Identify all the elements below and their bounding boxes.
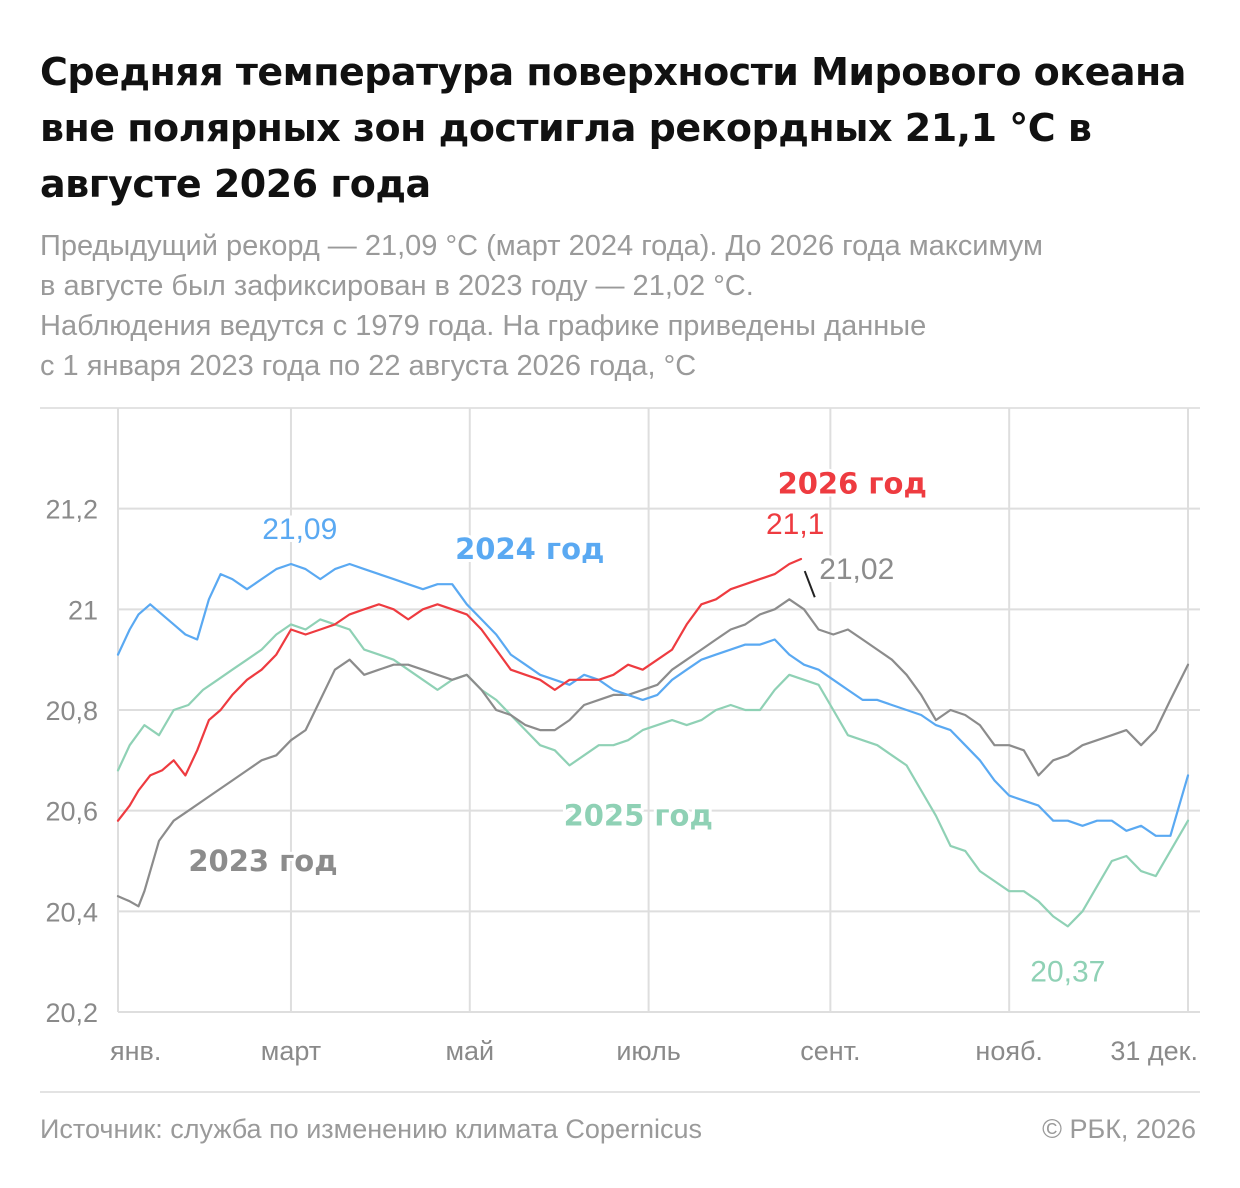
callout-leader-line (803, 570, 816, 598)
series-label-2023: 2023 год (188, 844, 337, 878)
series-line-2025 (116, 618, 1190, 928)
series-label-2026: 2026 год (778, 467, 927, 501)
y-tick-label: 20,6 (45, 797, 98, 827)
y-tick-label: 20,4 (45, 897, 98, 927)
x-tick-label: май (445, 1036, 494, 1066)
page-title: Средняя температура поверхности Мирового… (40, 50, 1186, 206)
subtitle-line: в августе был зафиксирован в 2023 году —… (40, 270, 754, 302)
top-divider (40, 407, 1200, 409)
subtitle-line: с 1 января 2023 года по 22 августа 2026 … (40, 350, 697, 382)
x-tick-label: нояб. (975, 1036, 1043, 1066)
value-label-2025: 20,37 (1030, 956, 1105, 989)
y-tick-label: 21,2 (45, 495, 98, 525)
y-tick-label: 20,8 (45, 696, 98, 726)
x-tick-label: июль (616, 1036, 681, 1066)
series-label-2024: 2024 год (455, 532, 604, 566)
series-label-2025: 2025 год (564, 799, 713, 833)
value-label-2024: 21,09 (262, 513, 337, 546)
subtitle: Предыдущий рекорд — 21,09 °C (март 2024 … (40, 226, 1210, 386)
x-tick-label: 31 дек. (1110, 1036, 1198, 1066)
series-line-2026 (116, 557, 803, 822)
series-line-2023 (116, 598, 1190, 908)
x-tick-label: март (261, 1036, 321, 1066)
series-line-2024 (116, 562, 1190, 837)
y-tick-label: 20,2 (45, 998, 98, 1028)
y-tick-label: 21 (68, 595, 98, 625)
x-tick-label: сент. (800, 1036, 860, 1066)
source-note: Источник: служба по изменению климата Co… (40, 1114, 702, 1144)
copyright: © РБК, 2026 (1042, 1114, 1196, 1144)
bottom-divider (40, 1091, 1200, 1093)
value-label-2023: 21,02 (819, 553, 894, 586)
subtitle-line: Наблюдения ведутся с 1979 года. На графи… (40, 310, 927, 342)
temperature-line-chart: 20,2 20,4 20,6 20,8 21 21,2 янв. март май июль сен… (45, 408, 1200, 1066)
subtitle-line: Предыдущий рекорд — 21,09 °C (март 2024 … (40, 230, 1043, 262)
value-label-2026: 21,1 (766, 508, 824, 541)
x-tick-label: янв. (110, 1036, 161, 1066)
